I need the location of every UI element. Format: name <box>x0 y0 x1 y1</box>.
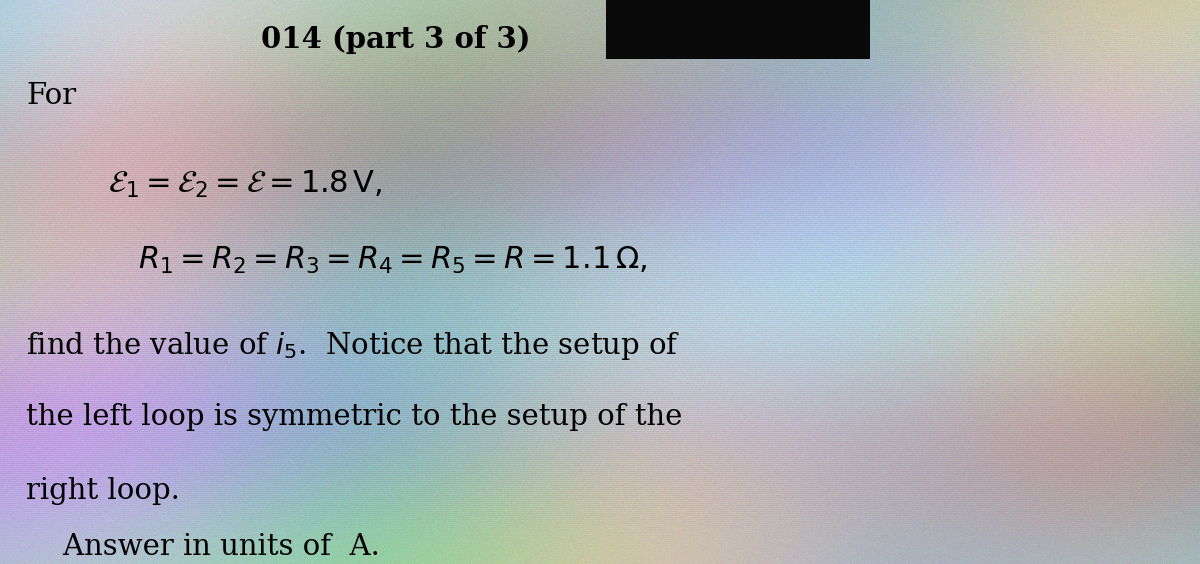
Text: the left loop is symmetric to the setup of the: the left loop is symmetric to the setup … <box>26 403 683 431</box>
Text: $\mathcal{E}_1 = \mathcal{E}_2 = \mathcal{E} = 1.8\,\mathrm{V},$: $\mathcal{E}_1 = \mathcal{E}_2 = \mathca… <box>108 169 383 200</box>
Text: 014 (part 3 of 3): 014 (part 3 of 3) <box>262 25 530 54</box>
Text: Answer in units of  A.: Answer in units of A. <box>26 533 380 561</box>
Bar <box>606 0 870 59</box>
Text: $R_1 = R_2 = R_3 = R_4 = R_5 = R = 1.1\,\Omega,$: $R_1 = R_2 = R_3 = R_4 = R_5 = R = 1.1\,… <box>138 245 648 276</box>
Text: find the value of $i_5$.  Notice that the setup of: find the value of $i_5$. Notice that the… <box>26 330 680 362</box>
Text: right loop.: right loop. <box>26 477 180 505</box>
Text: For: For <box>26 82 77 110</box>
